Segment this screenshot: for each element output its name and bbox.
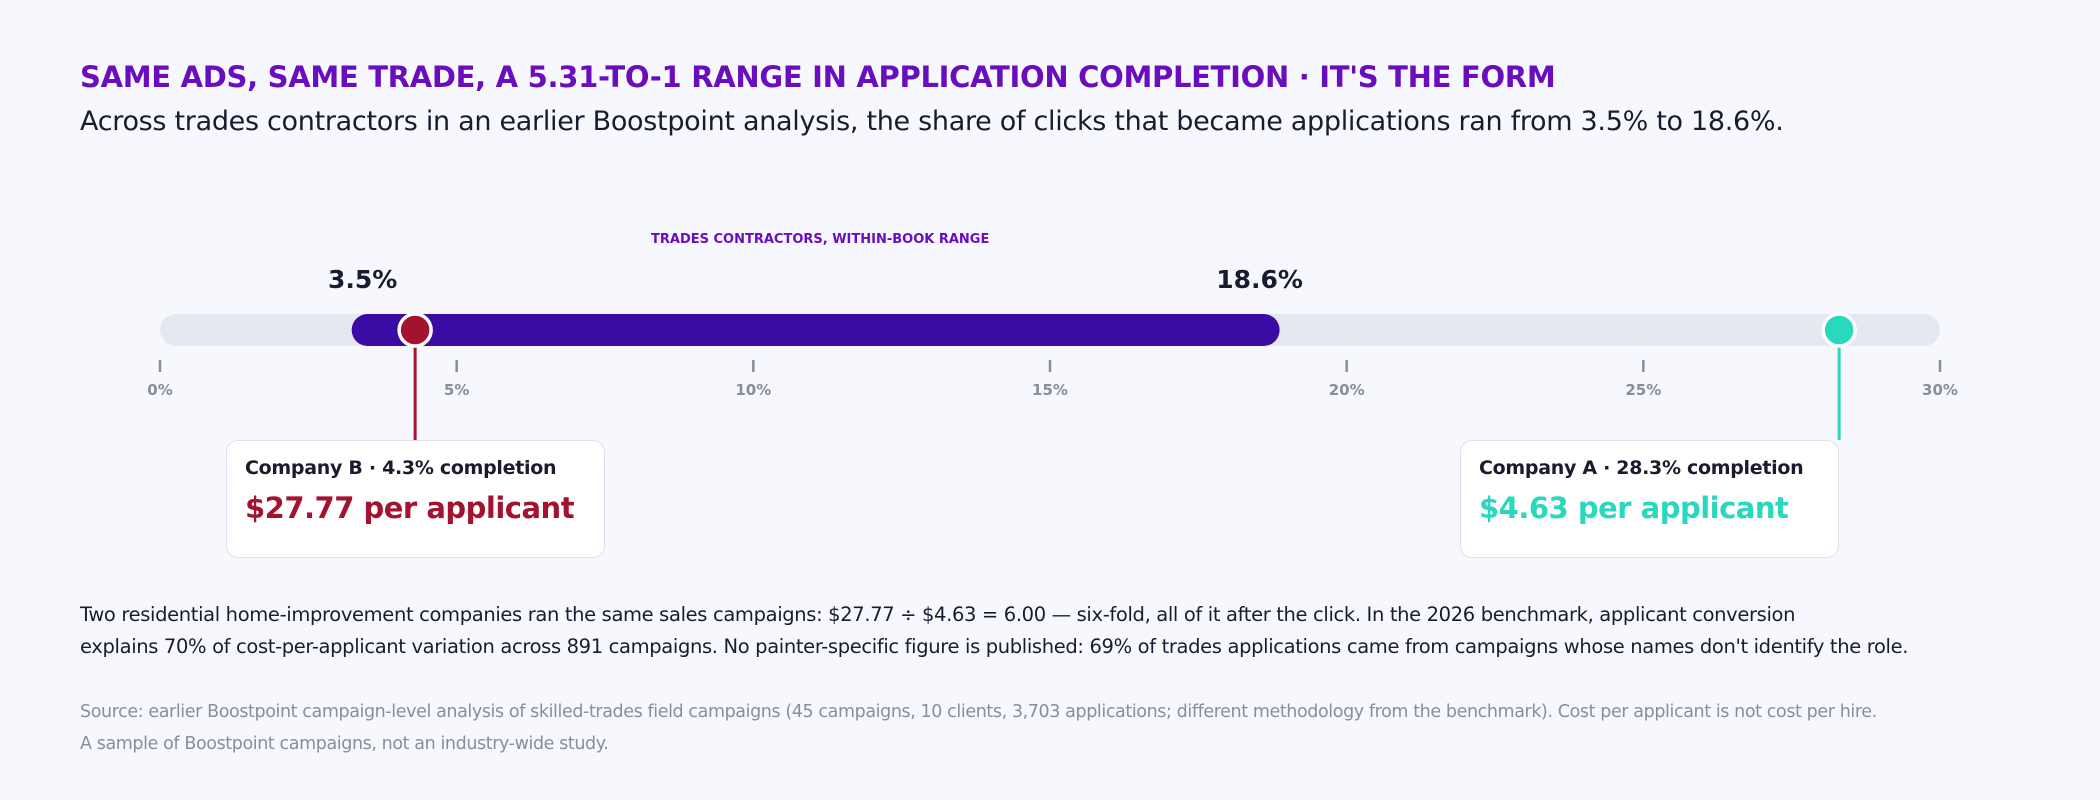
range-high-label: 18.6% xyxy=(1216,265,1303,294)
body-line-1: Two residential home-improvement compani… xyxy=(80,603,1796,626)
range-chart: 3.5% 18.6% 0% 5% 10% 15% 20% 25% 30% xyxy=(147,265,1958,440)
company-b-cost: $27.77 per applicant xyxy=(245,491,575,525)
axis-tick-label-20: 20% xyxy=(1329,381,1365,399)
axis-tick-label-0: 0% xyxy=(147,381,172,399)
company-a-card: Company A · 28.3% completion $4.63 per a… xyxy=(1460,440,1839,558)
company-a-marker xyxy=(1821,312,1857,348)
chart-headline: SAME ADS, SAME TRADE, A 5.31-TO-1 RANGE … xyxy=(80,60,1556,94)
range-low-label: 3.5% xyxy=(328,265,397,294)
range-title: TRADES CONTRACTORS, WITHIN-BOOK RANGE xyxy=(651,232,990,247)
range-bar xyxy=(351,314,1280,346)
axis-tick-label-5: 5% xyxy=(444,381,469,399)
company-b-card: Company B · 4.3% completion $27.77 per a… xyxy=(226,440,605,558)
company-a-cost: $4.63 per applicant xyxy=(1479,491,1789,525)
chart-subhead: Across trades contractors in an earlier … xyxy=(80,106,1784,137)
body-paragraph: Two residential home-improvement compani… xyxy=(80,599,2040,663)
source-line-1: Source: earlier Boostpoint campaign-leve… xyxy=(80,702,1877,722)
body-line-2: explains 70% of cost-per-applicant varia… xyxy=(80,635,1909,658)
source-note: Source: earlier Boostpoint campaign-leve… xyxy=(80,696,2040,760)
axis-tick-label-10: 10% xyxy=(735,381,771,399)
company-a-title: Company A · 28.3% completion xyxy=(1479,457,1804,479)
source-line-2: A sample of Boostpoint campaigns, not an… xyxy=(80,734,609,754)
company-b-title: Company B · 4.3% completion xyxy=(245,457,557,479)
company-b-marker xyxy=(397,312,433,348)
axis-tick-label-15: 15% xyxy=(1032,381,1068,399)
axis-tick-label-30: 30% xyxy=(1922,381,1958,399)
axis-tick-label-25: 25% xyxy=(1625,381,1661,399)
